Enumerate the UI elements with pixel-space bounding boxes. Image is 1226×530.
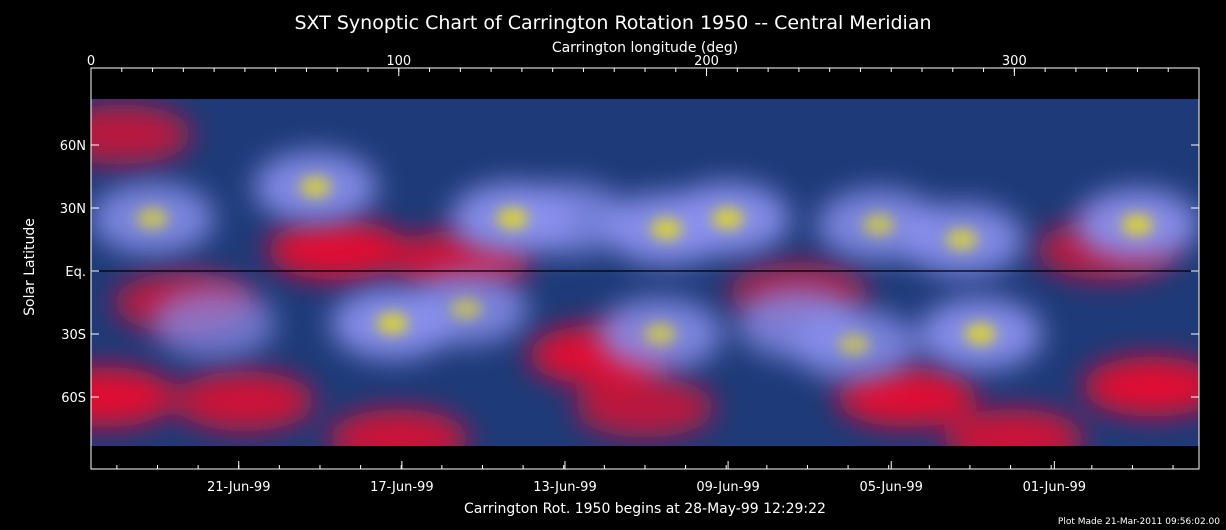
y-tick-label-3: 30S [61,328,86,343]
active-region-core-11 [644,323,677,345]
coronal-hole-5 [91,367,177,427]
active-region-core-4 [650,218,683,240]
y-tick-label-4: 60S [61,391,86,406]
coronal-hole-0 [91,104,192,165]
y-tick-label-0: 60N [60,139,86,154]
active-region-core-13 [838,333,871,356]
active-region-core-2 [496,207,529,230]
active-region-core-10 [450,297,483,320]
date-tick-label-5: 01-Jun-99 [1023,480,1087,495]
latitude-ticks: 60N 30N Eq. 30S 60S [60,139,1199,406]
bottom-caption: Carrington Rot. 1950 begins at 28-May-99… [464,501,826,517]
coronal-hole-6 [174,371,315,432]
coronal-hole-8 [836,367,977,427]
date-tick-label-1: 17-Jun-99 [370,480,434,495]
chart-title: SXT Synoptic Chart of Carrington Rotatio… [294,12,931,34]
active-region-core-6 [862,213,895,236]
active-region-core-8 [1121,213,1154,236]
active-region-15 [152,287,277,360]
date-tick-label-0: 21-Jun-99 [207,480,271,495]
active-region-core-1 [299,176,332,198]
coronal-hole-1 [267,220,408,280]
top-tick-label-1: 100 [386,54,411,69]
coronal-hole-7 [575,377,715,438]
plot-made-note: Plot Made 21-Mar-2011 09:56:02.00 [1058,517,1220,527]
active-region-3 [506,182,631,255]
y-axis-label: Solar Latitude [22,218,38,316]
active-region-core-14 [964,323,997,345]
top-tick-label-3: 300 [1002,54,1027,69]
y-tick-label-1: 30N [60,202,86,217]
active-region-core-7 [946,228,979,251]
active-region-core-0 [136,207,169,230]
active-region-core-9 [376,312,409,335]
date-tick-label-4: 05-Jun-99 [859,480,923,495]
coronal-hole-13 [944,409,1085,446]
date-tick-label-2: 13-Jun-99 [533,480,597,495]
date-ticks: 21-Jun-99 17-Jun-99 13-Jun-99 09-Jun-99 05-J… [116,461,1174,495]
top-tick-label-2: 200 [694,54,719,69]
date-tick-label-3: 09-Jun-99 [696,480,760,495]
active-region-core-5 [712,207,745,230]
coronal-hole-9 [1082,356,1199,417]
coronal-hole-12 [328,409,469,446]
top-tick-label-0: 0 [87,54,95,69]
top-axis-label: Carrington longitude (deg) [552,40,738,56]
y-tick-label-2: Eq. [65,265,86,280]
top-longitude-ticks: 0 100 200 300 [87,54,1200,76]
synoptic-image [91,99,1199,446]
